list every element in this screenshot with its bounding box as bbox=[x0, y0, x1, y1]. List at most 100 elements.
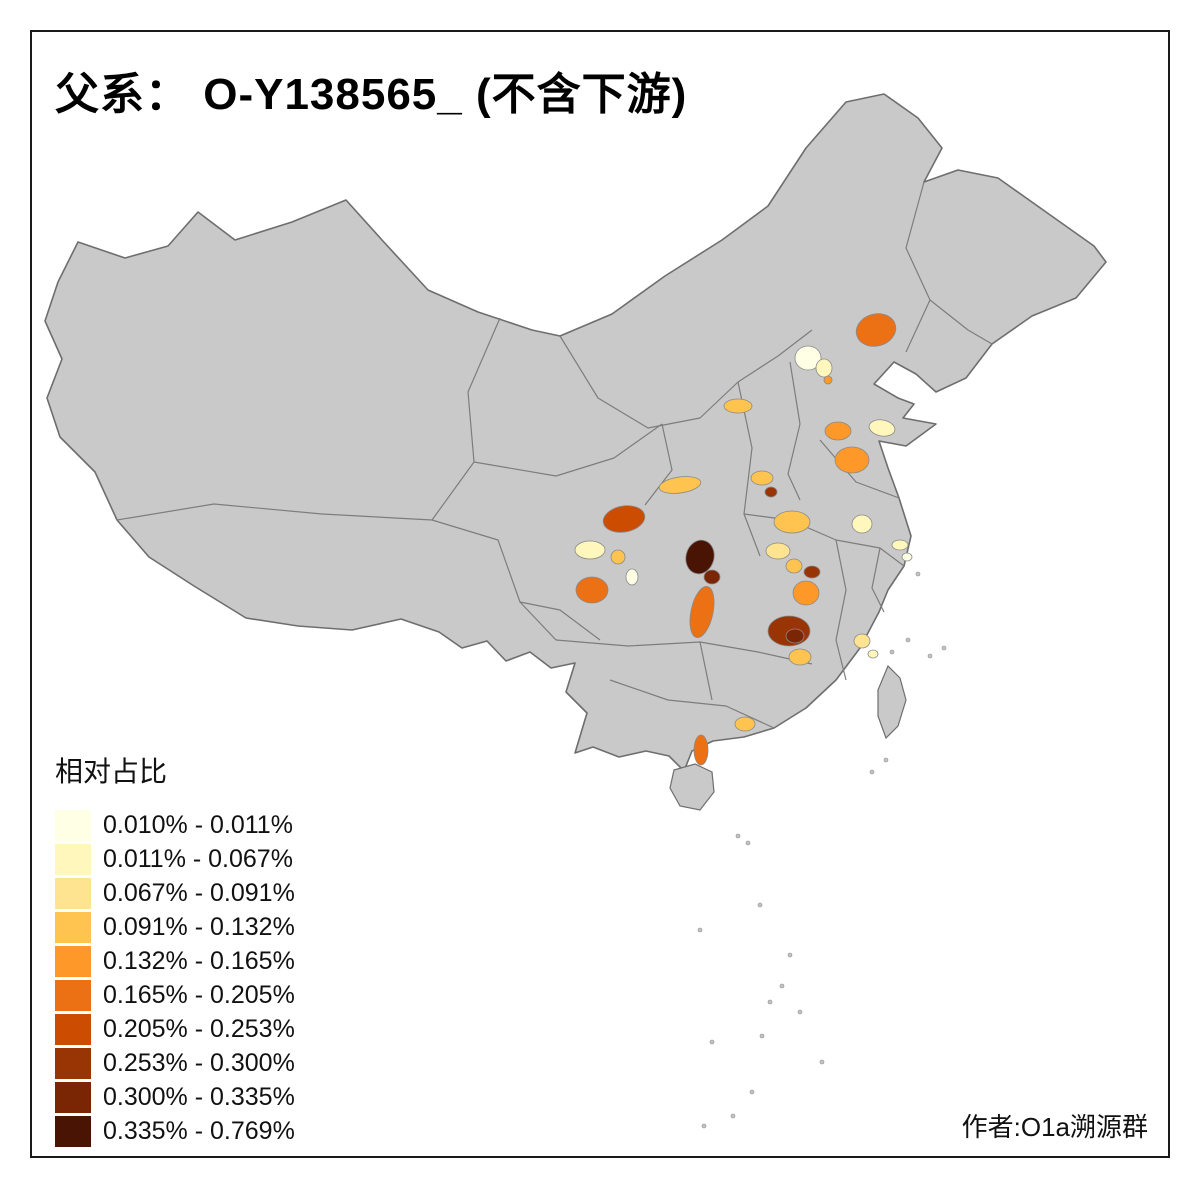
legend-swatch bbox=[55, 1115, 91, 1147]
legend-swatch bbox=[55, 945, 91, 977]
legend-label: 0.335% - 0.769% bbox=[103, 1116, 295, 1145]
legend-swatch bbox=[55, 1081, 91, 1113]
province-border bbox=[905, 181, 931, 353]
province-border bbox=[929, 299, 993, 345]
legend-entry: 0.165% - 0.205% bbox=[55, 978, 295, 1012]
province-border bbox=[431, 519, 557, 641]
legend-entries: 0.010% - 0.011% 0.011% - 0.067% 0.067% - 0… bbox=[55, 808, 295, 1148]
islet bbox=[787, 952, 793, 958]
map-title: 父系： O-Y138565_ (不含下游) bbox=[55, 70, 688, 119]
province-border bbox=[473, 423, 663, 477]
attribution: 作者:O1a溯源群 bbox=[961, 1112, 1148, 1142]
legend-label: 0.011% - 0.067% bbox=[103, 844, 293, 873]
map-region bbox=[574, 540, 606, 560]
hainan-island bbox=[669, 763, 715, 811]
province-border bbox=[644, 423, 673, 506]
map-region bbox=[693, 734, 709, 766]
islet bbox=[709, 1039, 715, 1045]
province-border bbox=[835, 539, 847, 681]
province-border bbox=[819, 439, 900, 499]
province-border bbox=[787, 361, 801, 501]
map-region bbox=[703, 569, 721, 585]
map-region bbox=[765, 542, 791, 560]
map-region bbox=[792, 580, 820, 606]
legend-entry: 0.010% - 0.011% bbox=[55, 808, 295, 842]
legend: 相对占比 0.010% - 0.011% 0.011% - 0.067% 0.067… bbox=[55, 750, 295, 1148]
map-region bbox=[764, 486, 778, 498]
islet bbox=[915, 571, 921, 577]
legend-label: 0.067% - 0.091% bbox=[103, 878, 295, 907]
map-region bbox=[855, 313, 897, 347]
legend-entry: 0.205% - 0.253% bbox=[55, 1012, 295, 1046]
map-region bbox=[625, 568, 639, 586]
map-region bbox=[610, 549, 626, 565]
map-region bbox=[602, 505, 646, 533]
map-region bbox=[734, 716, 756, 732]
legend-swatch bbox=[55, 1047, 91, 1079]
map-region bbox=[689, 586, 715, 638]
map-region bbox=[853, 633, 871, 649]
islet bbox=[779, 983, 785, 989]
legend-label: 0.253% - 0.300% bbox=[103, 1048, 295, 1077]
map-region bbox=[658, 476, 702, 494]
islet bbox=[745, 840, 751, 846]
islet bbox=[797, 1009, 803, 1015]
map-region bbox=[788, 648, 812, 666]
legend-swatch bbox=[55, 1013, 91, 1045]
islet bbox=[869, 769, 875, 775]
legend-label: 0.300% - 0.335% bbox=[103, 1082, 295, 1111]
map-region bbox=[685, 539, 715, 575]
province-border bbox=[871, 547, 885, 613]
legend-label: 0.010% - 0.011% bbox=[103, 810, 293, 839]
legend-label: 0.132% - 0.165% bbox=[103, 946, 295, 975]
map-region bbox=[794, 345, 822, 371]
islet bbox=[889, 649, 895, 655]
islet bbox=[927, 653, 933, 659]
map-region bbox=[867, 649, 879, 659]
legend-title: 相对占比 bbox=[55, 756, 168, 787]
legend-swatch bbox=[55, 979, 91, 1011]
islet bbox=[905, 637, 911, 643]
legend-swatch bbox=[55, 877, 91, 909]
islet bbox=[697, 927, 703, 933]
map-region bbox=[773, 510, 811, 534]
province-border bbox=[431, 317, 501, 521]
province-border bbox=[609, 679, 775, 729]
map-region bbox=[575, 576, 609, 604]
legend-swatch bbox=[55, 911, 91, 943]
islet bbox=[749, 1089, 755, 1095]
china-mainland bbox=[44, 93, 1107, 772]
legend-label: 0.091% - 0.132% bbox=[103, 912, 295, 941]
islet bbox=[735, 833, 741, 839]
islet bbox=[730, 1113, 736, 1119]
map-region bbox=[824, 421, 852, 441]
islet bbox=[757, 902, 763, 908]
islet bbox=[759, 1033, 765, 1039]
legend-entry: 0.300% - 0.335% bbox=[55, 1080, 295, 1114]
legend-entry: 0.335% - 0.769% bbox=[55, 1114, 295, 1148]
islet bbox=[819, 1059, 825, 1065]
map-region bbox=[815, 358, 833, 378]
islet bbox=[767, 999, 773, 1005]
legend-entry: 0.132% - 0.165% bbox=[55, 944, 295, 978]
map-region bbox=[803, 565, 821, 579]
province-border bbox=[737, 381, 761, 557]
map-region bbox=[785, 558, 803, 574]
map-region bbox=[851, 514, 873, 534]
islet bbox=[883, 757, 889, 763]
taiwan-island bbox=[877, 664, 907, 740]
legend-entry: 0.253% - 0.300% bbox=[55, 1046, 295, 1080]
province-border bbox=[116, 503, 433, 521]
islet bbox=[941, 645, 947, 651]
province-border bbox=[559, 329, 813, 429]
legend-swatch bbox=[55, 809, 91, 841]
map-region bbox=[901, 552, 913, 562]
map-region bbox=[750, 470, 774, 486]
province-border bbox=[699, 641, 713, 701]
legend-label: 0.205% - 0.253% bbox=[103, 1014, 295, 1043]
legend-entry: 0.091% - 0.132% bbox=[55, 910, 295, 944]
legend-entry: 0.067% - 0.091% bbox=[55, 876, 295, 910]
map-region bbox=[785, 628, 805, 644]
